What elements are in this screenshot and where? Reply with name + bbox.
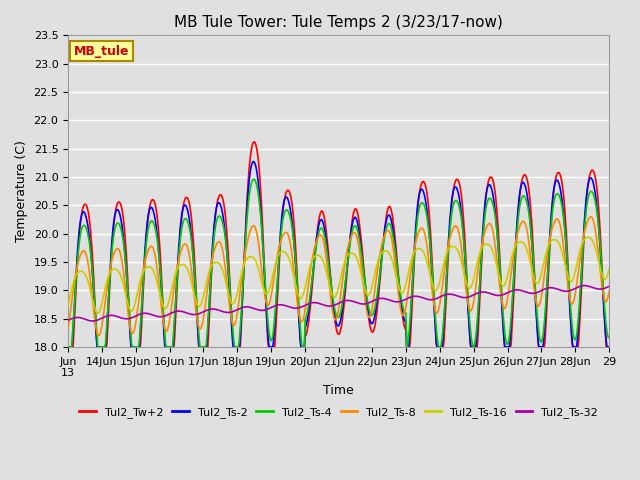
Tul2_Ts-32: [275, 302, 283, 308]
Tul2_Ts-16: [94, 310, 102, 316]
Tul2_Ts-8: [129, 331, 136, 336]
Tul2_Ts-32: [129, 315, 136, 321]
Tul2_Ts-2: [255, 182, 262, 188]
Tul2_Ts-16: [275, 251, 283, 257]
Tul2_Ts-4: [250, 176, 257, 182]
Tul2_Ts-32: [395, 299, 403, 305]
Tul2_Ts-32: [426, 297, 433, 302]
Tul2_Tw+2: [605, 344, 613, 350]
Tul2_Tw+2: [128, 344, 136, 350]
Tul2_Ts-32: [580, 283, 588, 288]
Tul2_Ts-2: [395, 282, 403, 288]
Tul2_Ts-8: [426, 262, 433, 267]
Line: Tul2_Ts-4: Tul2_Ts-4: [68, 179, 609, 347]
Tul2_Ts-16: [605, 266, 613, 272]
Tul2_Ts-16: [395, 285, 403, 290]
Tul2_Ts-4: [605, 335, 613, 340]
Tul2_Ts-16: [64, 302, 72, 308]
Tul2_Ts-32: [64, 317, 72, 323]
Tul2_Ts-16: [426, 268, 433, 274]
Tul2_Ts-8: [255, 241, 262, 247]
Line: Tul2_Ts-32: Tul2_Ts-32: [68, 286, 609, 321]
Tul2_Ts-2: [275, 251, 283, 256]
Tul2_Tw+2: [64, 344, 72, 350]
Line: Tul2_Ts-2: Tul2_Ts-2: [68, 162, 609, 347]
Tul2_Ts-16: [255, 266, 262, 272]
Tul2_Ts-8: [395, 295, 403, 301]
Tul2_Tw+2: [426, 212, 433, 218]
Tul2_Ts-2: [64, 344, 72, 350]
Tul2_Ts-8: [64, 324, 72, 330]
Line: Tul2_Ts-8: Tul2_Ts-8: [68, 217, 609, 336]
Tul2_Ts-4: [426, 232, 433, 238]
Tul2_Ts-4: [64, 344, 72, 350]
Tul2_Tw+2: [275, 264, 283, 270]
Tul2_Ts-2: [605, 344, 613, 350]
Tul2_Ts-8: [228, 318, 236, 324]
Tul2_Ts-16: [584, 234, 592, 240]
Tul2_Ts-4: [255, 193, 262, 199]
Tul2_Ts-8: [275, 244, 283, 250]
Tul2_Ts-8: [587, 214, 595, 220]
X-axis label: Time: Time: [323, 384, 354, 397]
Tul2_Tw+2: [395, 278, 403, 284]
Legend: Tul2_Tw+2, Tul2_Ts-2, Tul2_Ts-4, Tul2_Ts-8, Tul2_Ts-16, Tul2_Ts-32: Tul2_Tw+2, Tul2_Ts-2, Tul2_Ts-4, Tul2_Ts…: [75, 402, 602, 422]
Line: Tul2_Tw+2: Tul2_Tw+2: [68, 142, 609, 347]
Tul2_Ts-4: [227, 304, 235, 310]
Title: MB Tule Tower: Tule Temps 2 (3/23/17-now): MB Tule Tower: Tule Temps 2 (3/23/17-now…: [174, 15, 503, 30]
Text: MB_tule: MB_tule: [74, 45, 129, 58]
Tul2_Ts-2: [426, 231, 433, 237]
Tul2_Ts-32: [255, 307, 262, 313]
Tul2_Ts-32: [89, 318, 97, 324]
Tul2_Ts-16: [129, 308, 136, 313]
Tul2_Ts-4: [128, 341, 136, 347]
Tul2_Ts-2: [128, 344, 136, 350]
Tul2_Ts-2: [250, 159, 257, 165]
Tul2_Ts-16: [228, 300, 236, 306]
Tul2_Ts-4: [275, 254, 283, 260]
Y-axis label: Temperature (C): Temperature (C): [15, 140, 28, 242]
Tul2_Ts-4: [395, 279, 403, 285]
Tul2_Ts-8: [95, 333, 102, 338]
Tul2_Tw+2: [250, 139, 258, 145]
Tul2_Tw+2: [227, 304, 235, 310]
Tul2_Ts-2: [227, 315, 235, 321]
Tul2_Tw+2: [255, 160, 262, 166]
Tul2_Ts-32: [605, 283, 613, 289]
Line: Tul2_Ts-16: Tul2_Ts-16: [68, 237, 609, 313]
Tul2_Ts-32: [228, 309, 236, 315]
Tul2_Ts-8: [605, 288, 613, 294]
